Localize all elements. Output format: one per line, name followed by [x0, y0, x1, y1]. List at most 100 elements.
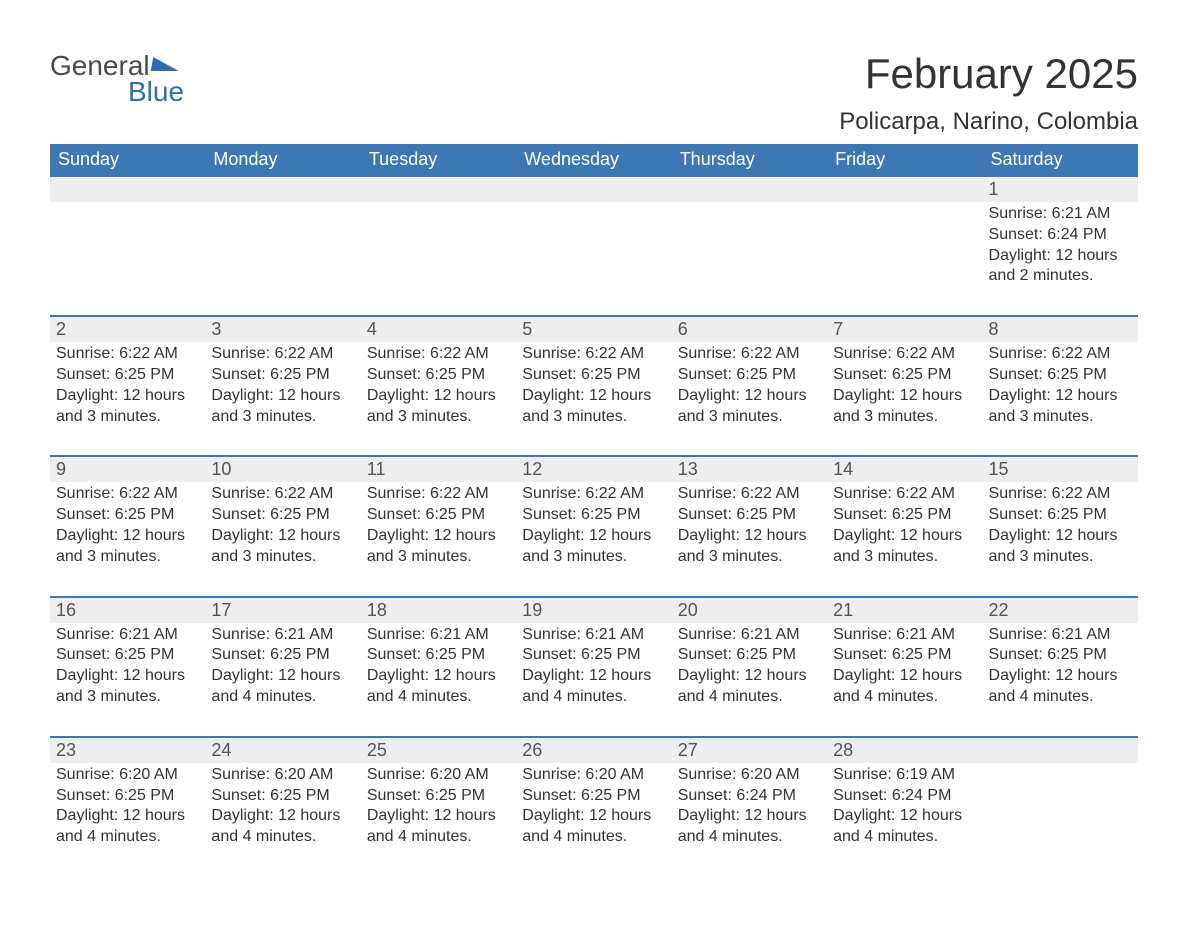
day-cell: Sunrise: 6:22 AMSunset: 6:25 PMDaylight:…: [672, 482, 827, 596]
sunset-text: Sunset: 6:25 PM: [211, 505, 354, 526]
daylight-text: Daylight: 12 hours and 4 minutes.: [678, 806, 821, 848]
day-content: Sunrise: 6:22 AMSunset: 6:25 PMDaylight:…: [678, 342, 821, 427]
day-content: Sunrise: 6:22 AMSunset: 6:25 PMDaylight:…: [989, 482, 1132, 567]
day-cell: Sunrise: 6:21 AMSunset: 6:25 PMDaylight:…: [205, 623, 360, 737]
day-number: 12: [522, 459, 542, 479]
day-number-cell: 11: [361, 456, 516, 482]
day-content: Sunrise: 6:22 AMSunset: 6:25 PMDaylight:…: [367, 482, 510, 567]
day-number: 28: [833, 740, 853, 760]
day-content: Sunrise: 6:20 AMSunset: 6:24 PMDaylight:…: [678, 763, 821, 848]
sunset-text: Sunset: 6:25 PM: [522, 505, 665, 526]
day-content: Sunrise: 6:21 AMSunset: 6:25 PMDaylight:…: [56, 623, 199, 708]
sunrise-text: Sunrise: 6:21 AM: [56, 625, 199, 646]
header: General Blue February 2025 Policarpa, Na…: [50, 50, 1138, 136]
day-number: 15: [989, 459, 1009, 479]
day-number: 10: [211, 459, 231, 479]
day-number-cell: 24: [205, 737, 360, 763]
day-number-cell: 17: [205, 597, 360, 623]
daylight-text: Daylight: 12 hours and 3 minutes.: [56, 386, 199, 428]
day-cell: Sunrise: 6:22 AMSunset: 6:25 PMDaylight:…: [983, 342, 1138, 456]
day-content: Sunrise: 6:21 AMSunset: 6:25 PMDaylight:…: [211, 623, 354, 708]
day-number-cell: 12: [516, 456, 671, 482]
day-number: 4: [367, 319, 377, 339]
day-number: 20: [678, 600, 698, 620]
daylight-text: Daylight: 12 hours and 4 minutes.: [211, 666, 354, 708]
sunrise-text: Sunrise: 6:21 AM: [989, 204, 1132, 225]
daylight-text: Daylight: 12 hours and 3 minutes.: [522, 526, 665, 568]
day-number-cell: 25: [361, 737, 516, 763]
day-cell: Sunrise: 6:21 AMSunset: 6:24 PMDaylight:…: [983, 202, 1138, 316]
sunrise-text: Sunrise: 6:20 AM: [367, 765, 510, 786]
weekday-header: Wednesday: [516, 144, 671, 176]
daylight-text: Daylight: 12 hours and 4 minutes.: [367, 666, 510, 708]
day-cell: Sunrise: 6:20 AMSunset: 6:25 PMDaylight:…: [516, 763, 671, 876]
week-content-row: Sunrise: 6:21 AMSunset: 6:24 PMDaylight:…: [50, 202, 1138, 316]
day-number: 7: [833, 319, 843, 339]
day-content: Sunrise: 6:22 AMSunset: 6:25 PMDaylight:…: [678, 482, 821, 567]
calendar-table: Sunday Monday Tuesday Wednesday Thursday…: [50, 144, 1138, 876]
daylight-text: Daylight: 12 hours and 4 minutes.: [678, 666, 821, 708]
sunrise-text: Sunrise: 6:21 AM: [678, 625, 821, 646]
day-number-cell: 15: [983, 456, 1138, 482]
daylight-text: Daylight: 12 hours and 4 minutes.: [367, 806, 510, 848]
day-number: 11: [367, 459, 386, 479]
day-content: Sunrise: 6:20 AMSunset: 6:25 PMDaylight:…: [522, 763, 665, 848]
day-content: Sunrise: 6:19 AMSunset: 6:24 PMDaylight:…: [833, 763, 976, 848]
day-cell: Sunrise: 6:22 AMSunset: 6:25 PMDaylight:…: [50, 482, 205, 596]
daylight-text: Daylight: 12 hours and 3 minutes.: [833, 386, 976, 428]
weekday-header: Tuesday: [361, 144, 516, 176]
sunrise-text: Sunrise: 6:22 AM: [56, 344, 199, 365]
day-cell: Sunrise: 6:20 AMSunset: 6:25 PMDaylight:…: [361, 763, 516, 876]
day-number-cell: [827, 176, 982, 202]
sunset-text: Sunset: 6:25 PM: [522, 645, 665, 666]
day-cell: [672, 202, 827, 316]
day-content: Sunrise: 6:21 AMSunset: 6:25 PMDaylight:…: [367, 623, 510, 708]
daylight-text: Daylight: 12 hours and 3 minutes.: [678, 386, 821, 428]
day-content: Sunrise: 6:22 AMSunset: 6:25 PMDaylight:…: [56, 482, 199, 567]
day-cell: Sunrise: 6:20 AMSunset: 6:25 PMDaylight:…: [50, 763, 205, 876]
sunset-text: Sunset: 6:24 PM: [833, 786, 976, 807]
sunset-text: Sunset: 6:25 PM: [989, 645, 1132, 666]
day-number-cell: [361, 176, 516, 202]
sunset-text: Sunset: 6:25 PM: [989, 505, 1132, 526]
day-content: Sunrise: 6:22 AMSunset: 6:25 PMDaylight:…: [522, 482, 665, 567]
daylight-text: Daylight: 12 hours and 3 minutes.: [678, 526, 821, 568]
day-number-row: 9101112131415: [50, 456, 1138, 482]
day-cell: [516, 202, 671, 316]
calendar-page: General Blue February 2025 Policarpa, Na…: [0, 0, 1188, 926]
day-number-row: 16171819202122: [50, 597, 1138, 623]
daylight-text: Daylight: 12 hours and 3 minutes.: [989, 386, 1132, 428]
day-number: 22: [989, 600, 1009, 620]
daylight-text: Daylight: 12 hours and 4 minutes.: [833, 806, 976, 848]
sunrise-text: Sunrise: 6:22 AM: [833, 344, 976, 365]
day-cell: [50, 202, 205, 316]
weekday-header: Friday: [827, 144, 982, 176]
sunrise-text: Sunrise: 6:22 AM: [678, 484, 821, 505]
day-number: 24: [211, 740, 231, 760]
day-number: 23: [56, 740, 76, 760]
daylight-text: Daylight: 12 hours and 4 minutes.: [833, 666, 976, 708]
daylight-text: Daylight: 12 hours and 4 minutes.: [989, 666, 1132, 708]
day-content: Sunrise: 6:22 AMSunset: 6:25 PMDaylight:…: [211, 482, 354, 567]
day-content: Sunrise: 6:22 AMSunset: 6:25 PMDaylight:…: [833, 342, 976, 427]
day-number-cell: 18: [361, 597, 516, 623]
day-number-cell: 14: [827, 456, 982, 482]
day-number: 5: [522, 319, 532, 339]
day-number: 8: [989, 319, 999, 339]
day-content: Sunrise: 6:20 AMSunset: 6:25 PMDaylight:…: [56, 763, 199, 848]
day-number-cell: 9: [50, 456, 205, 482]
logo: General Blue: [50, 50, 184, 108]
daylight-text: Daylight: 12 hours and 4 minutes.: [522, 806, 665, 848]
sunrise-text: Sunrise: 6:22 AM: [989, 484, 1132, 505]
day-number: 2: [56, 319, 66, 339]
day-number-row: 232425262728: [50, 737, 1138, 763]
sunrise-text: Sunrise: 6:22 AM: [211, 344, 354, 365]
day-number-cell: 10: [205, 456, 360, 482]
week-content-row: Sunrise: 6:22 AMSunset: 6:25 PMDaylight:…: [50, 342, 1138, 456]
sunset-text: Sunset: 6:25 PM: [56, 505, 199, 526]
day-cell: Sunrise: 6:21 AMSunset: 6:25 PMDaylight:…: [516, 623, 671, 737]
day-cell: Sunrise: 6:21 AMSunset: 6:25 PMDaylight:…: [983, 623, 1138, 737]
day-number-cell: 3: [205, 316, 360, 342]
sunrise-text: Sunrise: 6:21 AM: [989, 625, 1132, 646]
day-number-cell: [205, 176, 360, 202]
